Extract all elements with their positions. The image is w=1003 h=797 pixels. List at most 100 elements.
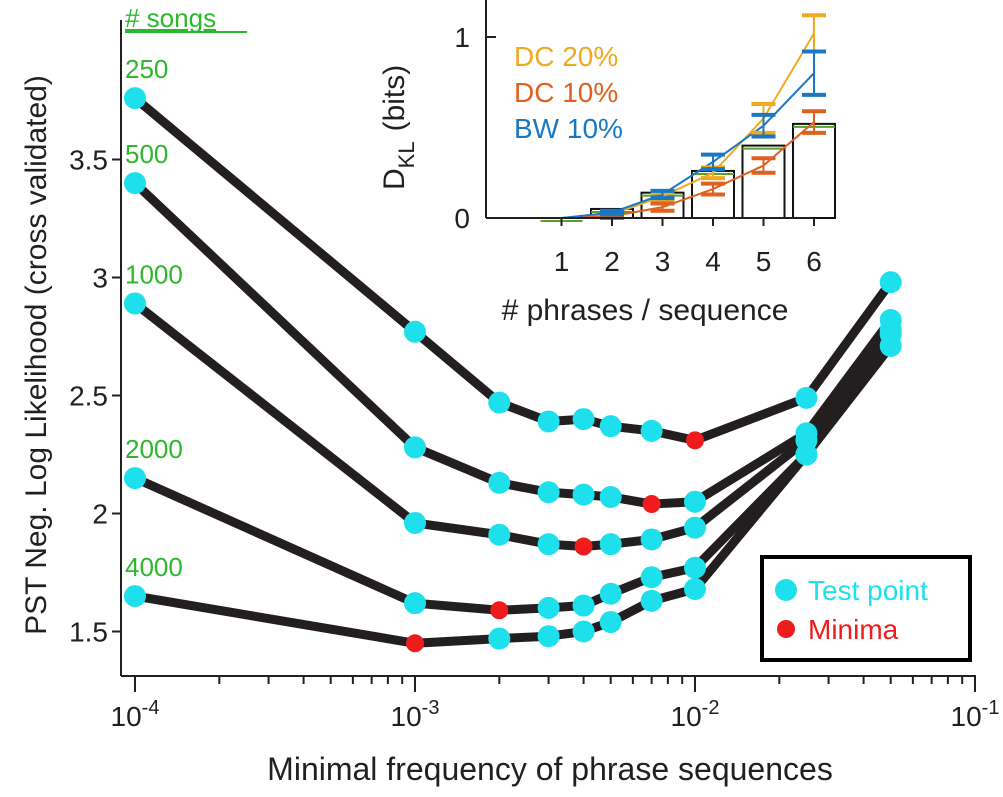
test-point (124, 467, 146, 490)
minima-point (686, 431, 704, 450)
minima-point (490, 601, 509, 620)
test-point (879, 271, 902, 294)
test-point (537, 533, 560, 556)
test-point (684, 490, 706, 513)
test-point (404, 320, 426, 343)
y-tick-label: 3.5 (69, 145, 108, 176)
inset-bar (792, 122, 836, 219)
test-point (640, 528, 663, 551)
inset-x-tick-label: 6 (806, 246, 822, 277)
inset-y-axis-label: DKL (bits) (378, 65, 419, 190)
test-point (795, 386, 818, 409)
series-line-1000 (130, 298, 896, 552)
inset-x-tick-label: 5 (756, 246, 772, 277)
test-point (599, 533, 622, 556)
x-tick-exponent: -4 (142, 697, 160, 719)
x-axis-label: Minimal frequency of phrase sequences (267, 751, 833, 787)
test-point (488, 627, 511, 650)
test-point (599, 485, 622, 508)
test-point (684, 578, 706, 601)
legend-minima-label: Minima (808, 614, 899, 645)
test-point (488, 391, 511, 414)
test-point (879, 334, 902, 357)
inset-x-tick-label: 3 (655, 246, 671, 277)
test-point (684, 556, 706, 579)
inset-legend-bw10: BW 10% (514, 113, 623, 144)
legend-minima-marker (777, 620, 795, 638)
inset-x-tick-label: 4 (705, 246, 721, 277)
test-point (599, 582, 622, 605)
inset-ylabel-text: DKL (bits) (378, 65, 419, 190)
y-ticks: 1.5 2 2.5 3 3.5 (69, 145, 121, 648)
y-tick-label: 2 (92, 499, 108, 530)
test-point (640, 419, 663, 442)
x-tick-exponent: -2 (702, 697, 720, 719)
test-point (572, 408, 595, 431)
inset-legend-dc20: DC 20% (514, 41, 618, 72)
x-ticks: 10-4 10-3 10-2 10-1 (111, 676, 1000, 732)
test-point (795, 443, 818, 466)
legend-test-point-marker (775, 579, 797, 601)
test-point (404, 436, 426, 459)
test-point (124, 585, 146, 608)
test-point (640, 589, 663, 612)
test-point (572, 483, 595, 506)
test-point (599, 415, 622, 438)
legend: Test point Minima (760, 555, 972, 662)
x-tick-label: 10-1 (951, 697, 1000, 732)
songs-header: # songs (125, 3, 216, 33)
series-label-2000: 2000 (125, 434, 183, 464)
inset-x-tick-label: 1 (554, 246, 570, 277)
x-tick-base: 10 (111, 701, 142, 732)
x-tick-label: 10-2 (671, 697, 720, 732)
series-points (124, 87, 902, 653)
test-point (124, 292, 146, 315)
inset-y-ticks: 01 (454, 22, 496, 234)
minima-point (574, 537, 593, 556)
inset-y-tick-label: 0 (454, 203, 470, 234)
series-line-500 (130, 178, 896, 509)
series-label-500: 500 (125, 139, 168, 169)
x-tick-label: 10-4 (111, 697, 160, 732)
minima-point (406, 634, 424, 653)
x-tick-exponent: -1 (982, 697, 1000, 719)
x-tick-exponent: -3 (422, 697, 440, 719)
series-line-250 (130, 93, 896, 445)
x-tick-base: 10 (671, 701, 702, 732)
inset-x-ticks: 1 2 3 4 5 6 (554, 218, 822, 277)
test-point (537, 410, 560, 433)
test-point (537, 625, 560, 648)
series-labels: 250 500 1000 2000 4000 (125, 54, 183, 582)
test-point (537, 481, 560, 504)
y-axis-label: PST Neg. Log Likelihood (cross validated… (20, 75, 53, 635)
x-tick-base: 10 (951, 701, 982, 732)
test-point (640, 566, 663, 589)
series-line-4000 (130, 341, 896, 648)
y-tick-label: 2.5 (69, 381, 108, 412)
inset-legend-dc10: DC 10% (514, 77, 618, 108)
series-line-2000 (130, 329, 896, 615)
y-tick-label: 1.5 (69, 617, 108, 648)
inset-x-axis-label: # phrases / sequence (502, 294, 789, 327)
test-point (572, 620, 595, 643)
series-lines (130, 93, 896, 648)
test-point (684, 516, 706, 539)
test-point (537, 596, 560, 619)
test-point (572, 594, 595, 617)
series-label-1000: 1000 (125, 259, 183, 289)
y-tick-label: 3 (92, 263, 108, 294)
x-tick-base: 10 (391, 701, 422, 732)
inset-ylabel-sub: KL (394, 141, 419, 168)
inset-x-tick-label: 2 (604, 246, 620, 277)
inset-errorbars (600, 13, 826, 220)
inset-ylabel-main: D (378, 168, 411, 190)
minima-point (642, 495, 661, 514)
test-point (124, 87, 146, 110)
test-point (404, 511, 426, 534)
series-label-250: 250 (125, 54, 168, 84)
test-point (488, 523, 511, 546)
test-point (124, 172, 146, 195)
inset-y-tick-label: 1 (454, 22, 470, 53)
